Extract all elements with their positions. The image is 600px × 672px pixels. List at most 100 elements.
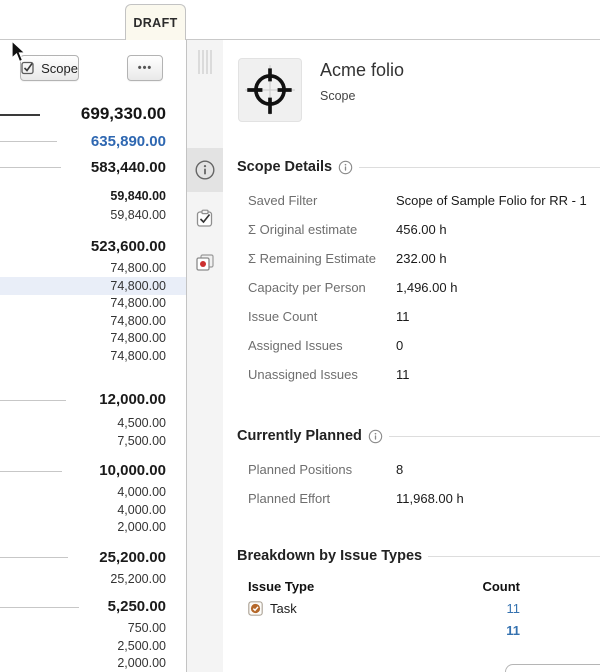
table-row[interactable]: 699,330.00	[0, 100, 186, 128]
section-title: Breakdown by Issue Types	[237, 548, 423, 564]
side-icon-rail	[186, 40, 223, 672]
table-row[interactable]: 12,000.00	[0, 387, 186, 413]
section-rule	[428, 555, 600, 557]
field-value: 456.00 h	[396, 222, 447, 237]
row-value: 74,800.00	[110, 313, 166, 328]
table-row[interactable]: 523,600.00	[0, 234, 186, 260]
tab-draft[interactable]: DRAFT	[125, 4, 186, 40]
detail-row: Σ Original estimate 456.00 h	[237, 215, 600, 244]
table-row[interactable]: 25,200.00	[0, 544, 186, 570]
issue-type-label: Task	[270, 600, 297, 616]
breakdown-row: Task 11	[237, 597, 600, 619]
row-value: 699,330.00	[80, 104, 166, 123]
breakdown-total-link[interactable]: 11	[506, 622, 520, 638]
detail-row: Capacity per Person 1,496.00 h	[237, 273, 600, 302]
info-icon[interactable]	[368, 429, 383, 444]
table-row[interactable]: 74,800.00	[0, 260, 186, 278]
field-label: Assigned Issues	[248, 338, 343, 353]
row-rule	[0, 167, 61, 168]
detail-row: Planned Positions 8	[237, 455, 600, 484]
table-row[interactable]: 2,000.00	[0, 655, 186, 672]
table-row[interactable]: 59,840.00	[0, 206, 186, 224]
field-label: Capacity per Person	[248, 280, 366, 295]
scope-avatar-tile	[238, 58, 302, 122]
table-row[interactable]: 635,890.00	[0, 128, 186, 154]
row-value: 12,000.00	[99, 391, 166, 408]
info-tab-icon[interactable]	[195, 160, 216, 181]
section-breakdown: Breakdown by Issue Types Issue Type Coun…	[237, 545, 600, 641]
row-value: 7,500.00	[117, 433, 166, 448]
drag-handle[interactable]	[198, 50, 212, 74]
row-value: 74,800.00	[110, 348, 166, 363]
section-currently-planned: Currently Planned Planned Positions 8 Pla…	[237, 425, 600, 513]
table-row[interactable]: 74,800.00	[0, 330, 186, 348]
breakdown-table-header: Issue Type Count	[237, 575, 600, 597]
field-value: 232.00 h	[396, 251, 447, 266]
table-row[interactable]: 10,000.00	[0, 458, 186, 484]
field-value: 8	[396, 462, 404, 477]
section-scope-details: Scope Details Saved Filter Scope of Sampl…	[237, 156, 600, 389]
page-subtitle: Scope	[320, 89, 356, 103]
table-row[interactable]: 25,200.00	[0, 570, 186, 588]
row-rule	[0, 470, 62, 472]
checkbox-icon	[21, 61, 35, 75]
field-label: Σ Original estimate	[248, 222, 358, 237]
table-row[interactable]: 74,800.00	[0, 312, 186, 330]
detail-row: Assigned Issues 0	[237, 331, 600, 360]
info-icon[interactable]	[338, 160, 353, 175]
row-value: 59,840.00	[110, 207, 166, 222]
row-value: 583,440.00	[90, 158, 166, 176]
page-title: Acme folio	[320, 60, 405, 80]
section-title: Scope Details	[237, 159, 333, 175]
table-row[interactable]: 750.00	[0, 620, 186, 638]
field-label: Issue Count	[248, 309, 318, 324]
table-row[interactable]: 4,000.00	[0, 501, 186, 519]
section-title: Currently Planned	[237, 428, 362, 444]
table-row[interactable]: 74,800.00	[0, 295, 186, 313]
crosshair-icon	[244, 64, 296, 116]
table-row[interactable]: 2,500.00	[0, 637, 186, 655]
section-rule	[388, 435, 600, 437]
scope-button-label: Scope	[41, 60, 78, 76]
tasks-tab-icon[interactable]	[196, 209, 214, 229]
detail-row: Saved Filter Scope of Sample Folio for RR…	[237, 186, 600, 215]
breakdown-total-row: 11	[237, 619, 600, 641]
unassigned-issues-link[interactable]: 11	[396, 367, 410, 382]
row-value: 25,200.00	[99, 548, 166, 566]
row-value: 750.00	[127, 621, 166, 636]
more-options-button[interactable]: •••	[127, 55, 163, 81]
popup-edge	[505, 664, 600, 672]
row-rule	[0, 114, 40, 116]
issue-type-count-link[interactable]: 11	[506, 600, 521, 616]
row-value: 74,800.00	[110, 261, 166, 276]
row-value: 4,000.00	[117, 485, 166, 500]
left-values-panel: Scope ••• 699,330.00 635,890.00 583,440.…	[0, 39, 186, 672]
table-row[interactable]: 4,500.00	[0, 415, 186, 433]
section-rule	[359, 166, 600, 168]
value-rows: 699,330.00 635,890.00 583,440.00 59,840.…	[0, 100, 186, 672]
row-value: 635,890.00	[90, 132, 166, 150]
issue-count-link[interactable]: 11	[396, 309, 410, 324]
table-row[interactable]: 7,500.00	[0, 432, 186, 450]
table-row[interactable]: 2,000.00	[0, 519, 186, 537]
detail-row: Issue Count 11	[237, 302, 600, 331]
mouse-cursor-icon	[11, 39, 28, 69]
table-row[interactable]: 59,840.00	[0, 186, 186, 206]
row-value: 2,000.00	[117, 656, 166, 671]
table-row[interactable]: 5,250.00	[0, 594, 186, 620]
row-value: 5,250.00	[107, 598, 166, 615]
field-label: Σ Remaining Estimate	[248, 251, 376, 266]
scope-button[interactable]: Scope	[20, 55, 79, 81]
table-row[interactable]: 583,440.00	[0, 154, 186, 180]
table-row[interactable]: 4,000.00	[0, 484, 186, 502]
task-type-icon	[248, 600, 263, 616]
detail-row: Σ Remaining Estimate 232.00 h	[237, 244, 600, 273]
saved-filter-link[interactable]: Scope of Sample Folio for RR - 1	[396, 193, 587, 208]
table-row-selected[interactable]: 74,800.00	[0, 277, 186, 295]
top-divider	[0, 39, 600, 40]
versions-tab-icon[interactable]	[195, 253, 215, 273]
table-row[interactable]: 74,800.00	[0, 347, 186, 365]
assigned-issues-link[interactable]: 0	[396, 338, 404, 353]
row-value: 74,800.00	[110, 296, 166, 311]
